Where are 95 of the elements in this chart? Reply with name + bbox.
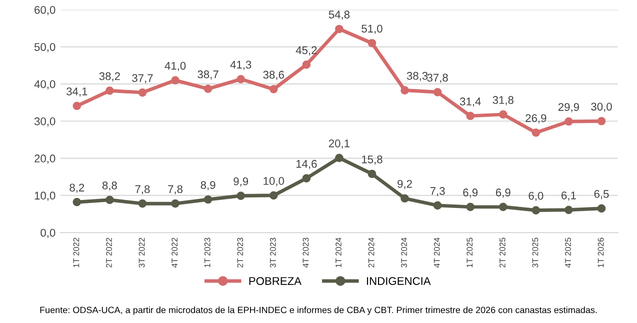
point — [498, 110, 508, 119]
x-tick-label: 3T 2024 — [401, 238, 408, 268]
y-tick-label: 10,0 — [34, 192, 56, 201]
data-label: 8,8 — [102, 181, 117, 191]
point — [466, 112, 475, 120]
source-note: Fuente: ODSA-UCA, a partir de microdatos de la EPH-INDEC e informes de CBA y CBT. Primer trimestre de 2026 con canastas estimadas. — [40, 306, 597, 315]
data-label: 8,9 — [200, 181, 216, 190]
point — [597, 204, 606, 213]
point — [597, 116, 606, 126]
point — [564, 206, 573, 214]
legend-label: INDIGENCIA — [366, 277, 431, 285]
data-label: 7,3 — [430, 187, 445, 196]
point — [400, 86, 409, 94]
x-tick-label: 4T 2025 — [565, 238, 571, 268]
x-tick-label: 3T 2022 — [138, 238, 145, 268]
data-label: 37,8 — [427, 74, 448, 83]
data-label: 6,0 — [528, 192, 544, 202]
data-label: 31,8 — [492, 96, 514, 106]
point — [466, 202, 475, 212]
data-label: 7,8 — [135, 185, 150, 194]
data-label: 38,7 — [198, 70, 218, 80]
point — [368, 38, 376, 48]
data-label: 29,9 — [558, 103, 579, 112]
point — [335, 24, 344, 34]
data-label: 38,2 — [99, 72, 120, 82]
point — [302, 60, 311, 69]
point — [72, 102, 82, 110]
x-tick-label: 4T 2023 — [302, 238, 309, 268]
point — [204, 84, 212, 93]
x-tick-label: 2T 2024 — [368, 238, 374, 268]
data-label: 41,3 — [230, 60, 252, 70]
x-tick-label: 3T 2025 — [532, 238, 538, 268]
y-tick-label: 30,0 — [34, 117, 56, 127]
x-tick-label: 2T 2023 — [237, 238, 244, 268]
y-tick-label: 0,0 — [40, 228, 56, 238]
data-label: 10,0 — [264, 177, 284, 186]
point — [400, 194, 409, 203]
point — [138, 199, 147, 208]
point — [269, 191, 278, 200]
point — [171, 199, 180, 208]
legend-label: POBREZA — [249, 277, 302, 285]
data-label: 9,9 — [234, 177, 248, 187]
data-label: 41,0 — [164, 62, 186, 72]
data-label: 15,8 — [362, 155, 382, 165]
y-tick-label: 20,0 — [34, 154, 56, 164]
data-label: 6,1 — [562, 192, 576, 201]
data-label: 38,3 — [406, 72, 428, 82]
x-tick-label: 1T 2023 — [204, 238, 210, 268]
point — [236, 192, 246, 200]
point — [269, 85, 278, 94]
data-label: 26,9 — [526, 114, 546, 124]
point — [564, 117, 573, 126]
x-tick-label: 4T 2024 — [434, 238, 440, 268]
point — [532, 128, 540, 137]
data-label: 51,0 — [362, 24, 382, 34]
point — [138, 88, 147, 97]
data-label: 8,2 — [70, 184, 84, 193]
point — [171, 76, 180, 84]
point — [532, 206, 540, 214]
data-label: 14,6 — [296, 160, 317, 170]
point — [204, 195, 212, 204]
point — [236, 74, 246, 84]
point — [106, 196, 114, 204]
x-tick-label: 1T 2024 — [336, 238, 342, 268]
x-tick-label: 1T 2025 — [466, 238, 473, 268]
data-label: 37,7 — [132, 74, 153, 84]
data-label: 30,0 — [591, 102, 612, 112]
x-tick-label: 2T 2025 — [499, 238, 506, 268]
data-label: 9,2 — [398, 180, 412, 190]
point — [106, 86, 114, 95]
point — [498, 202, 508, 212]
data-label: 31,4 — [460, 98, 481, 107]
x-tick-label: 3T 2023 — [270, 238, 276, 268]
x-tick-label: 1T 2022 — [73, 238, 80, 268]
point — [335, 154, 344, 162]
data-label: 7,8 — [168, 185, 183, 194]
point — [72, 198, 82, 206]
point — [433, 88, 442, 96]
y-tick-label: 50,0 — [34, 43, 56, 52]
data-label: 45,2 — [296, 46, 317, 56]
point — [302, 174, 311, 182]
data-label: 34,1 — [66, 88, 88, 97]
data-label: 20,1 — [328, 140, 350, 149]
x-tick-label: 1T 2026 — [598, 238, 604, 268]
data-label: 38,6 — [263, 70, 284, 80]
y-tick-label: 60,0 — [34, 6, 56, 16]
x-tick-label: 2T 2022 — [106, 238, 112, 268]
data-label: 6,9 — [496, 188, 510, 198]
data-label: 6,9 — [463, 188, 478, 198]
point — [368, 170, 376, 178]
point — [433, 201, 442, 210]
y-tick-label: 40,0 — [34, 80, 56, 90]
data-label: 6,5 — [594, 190, 609, 200]
x-tick-label: 4T 2022 — [172, 238, 178, 268]
data-label: 54,8 — [328, 10, 350, 20]
